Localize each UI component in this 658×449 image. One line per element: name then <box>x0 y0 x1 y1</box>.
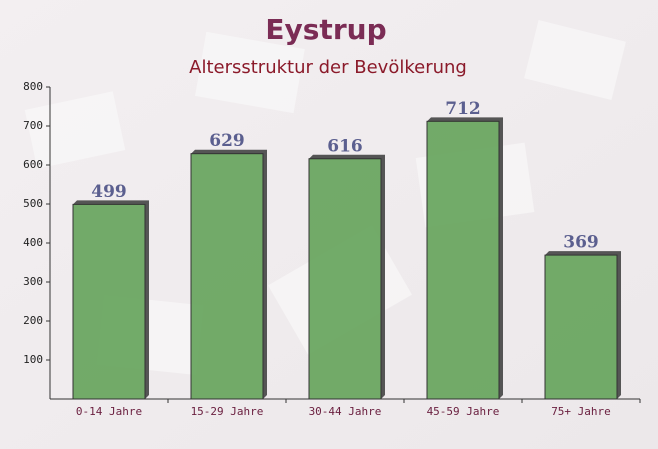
bar <box>426 120 500 400</box>
y-tick-label: 500 <box>23 197 43 210</box>
y-tick-label: 700 <box>23 119 43 132</box>
x-tick-label: 0-14 Jahre <box>76 405 142 418</box>
value-label: 616 <box>327 136 363 156</box>
y-tick-label: 600 <box>23 158 43 171</box>
chart-title: Eystrup <box>265 13 386 46</box>
bar <box>190 153 264 400</box>
value-label: 712 <box>445 99 481 119</box>
value-label: 629 <box>209 131 245 151</box>
bar <box>544 254 618 400</box>
value-label: 369 <box>563 233 599 253</box>
y-tick-label: 200 <box>23 314 43 327</box>
y-tick-label: 100 <box>23 353 43 366</box>
y-tick-label: 300 <box>23 275 43 288</box>
chart-subtitle: Altersstruktur der Bevölkerung <box>189 57 467 78</box>
x-tick-label: 15-29 Jahre <box>191 405 264 418</box>
x-tick-label: 45-59 Jahre <box>427 405 500 418</box>
bar <box>308 158 382 400</box>
y-tick-label: 800 <box>23 80 43 93</box>
value-label: 499 <box>91 182 127 202</box>
y-tick-label: 400 <box>23 236 43 249</box>
x-tick-label: 75+ Jahre <box>551 405 611 418</box>
bar <box>72 203 146 400</box>
x-tick-label: 30-44 Jahre <box>309 405 382 418</box>
